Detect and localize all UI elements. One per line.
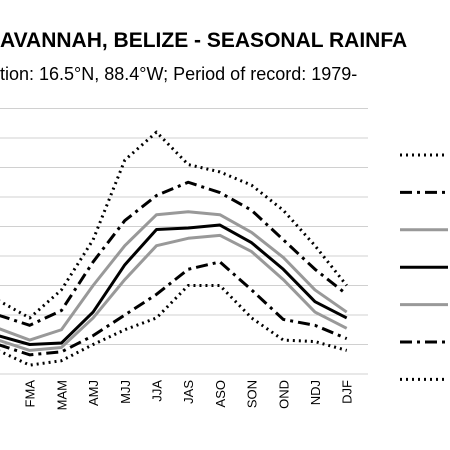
x-tick-label: MAM — [54, 380, 69, 410]
x-tick-label: DJF — [340, 380, 355, 404]
x-tick-label: JAS — [181, 380, 196, 404]
series-line — [0, 130, 348, 320]
series-line — [0, 210, 348, 342]
x-tick-label: NDJ — [308, 380, 323, 405]
x-tick-label: AMJ — [86, 380, 101, 406]
chart-subtitle: tion: 16.5°N, 88.4°W; Period of record: … — [0, 64, 357, 84]
series-line — [0, 233, 348, 352]
series-line — [0, 223, 348, 346]
series-line — [0, 180, 348, 327]
series-line — [0, 260, 348, 357]
x-tick-label: MJJ — [118, 380, 133, 404]
x-tick-label: SON — [245, 380, 260, 408]
series-line — [0, 284, 348, 367]
x-tick-label: OND — [276, 380, 291, 409]
x-tick-label: ASO — [213, 380, 228, 407]
x-tick-label: FMA — [23, 380, 38, 408]
x-tick-label: JJA — [150, 380, 165, 402]
chart-title: AVANNAH, BELIZE - SEASONAL RAINFA — [0, 29, 407, 52]
